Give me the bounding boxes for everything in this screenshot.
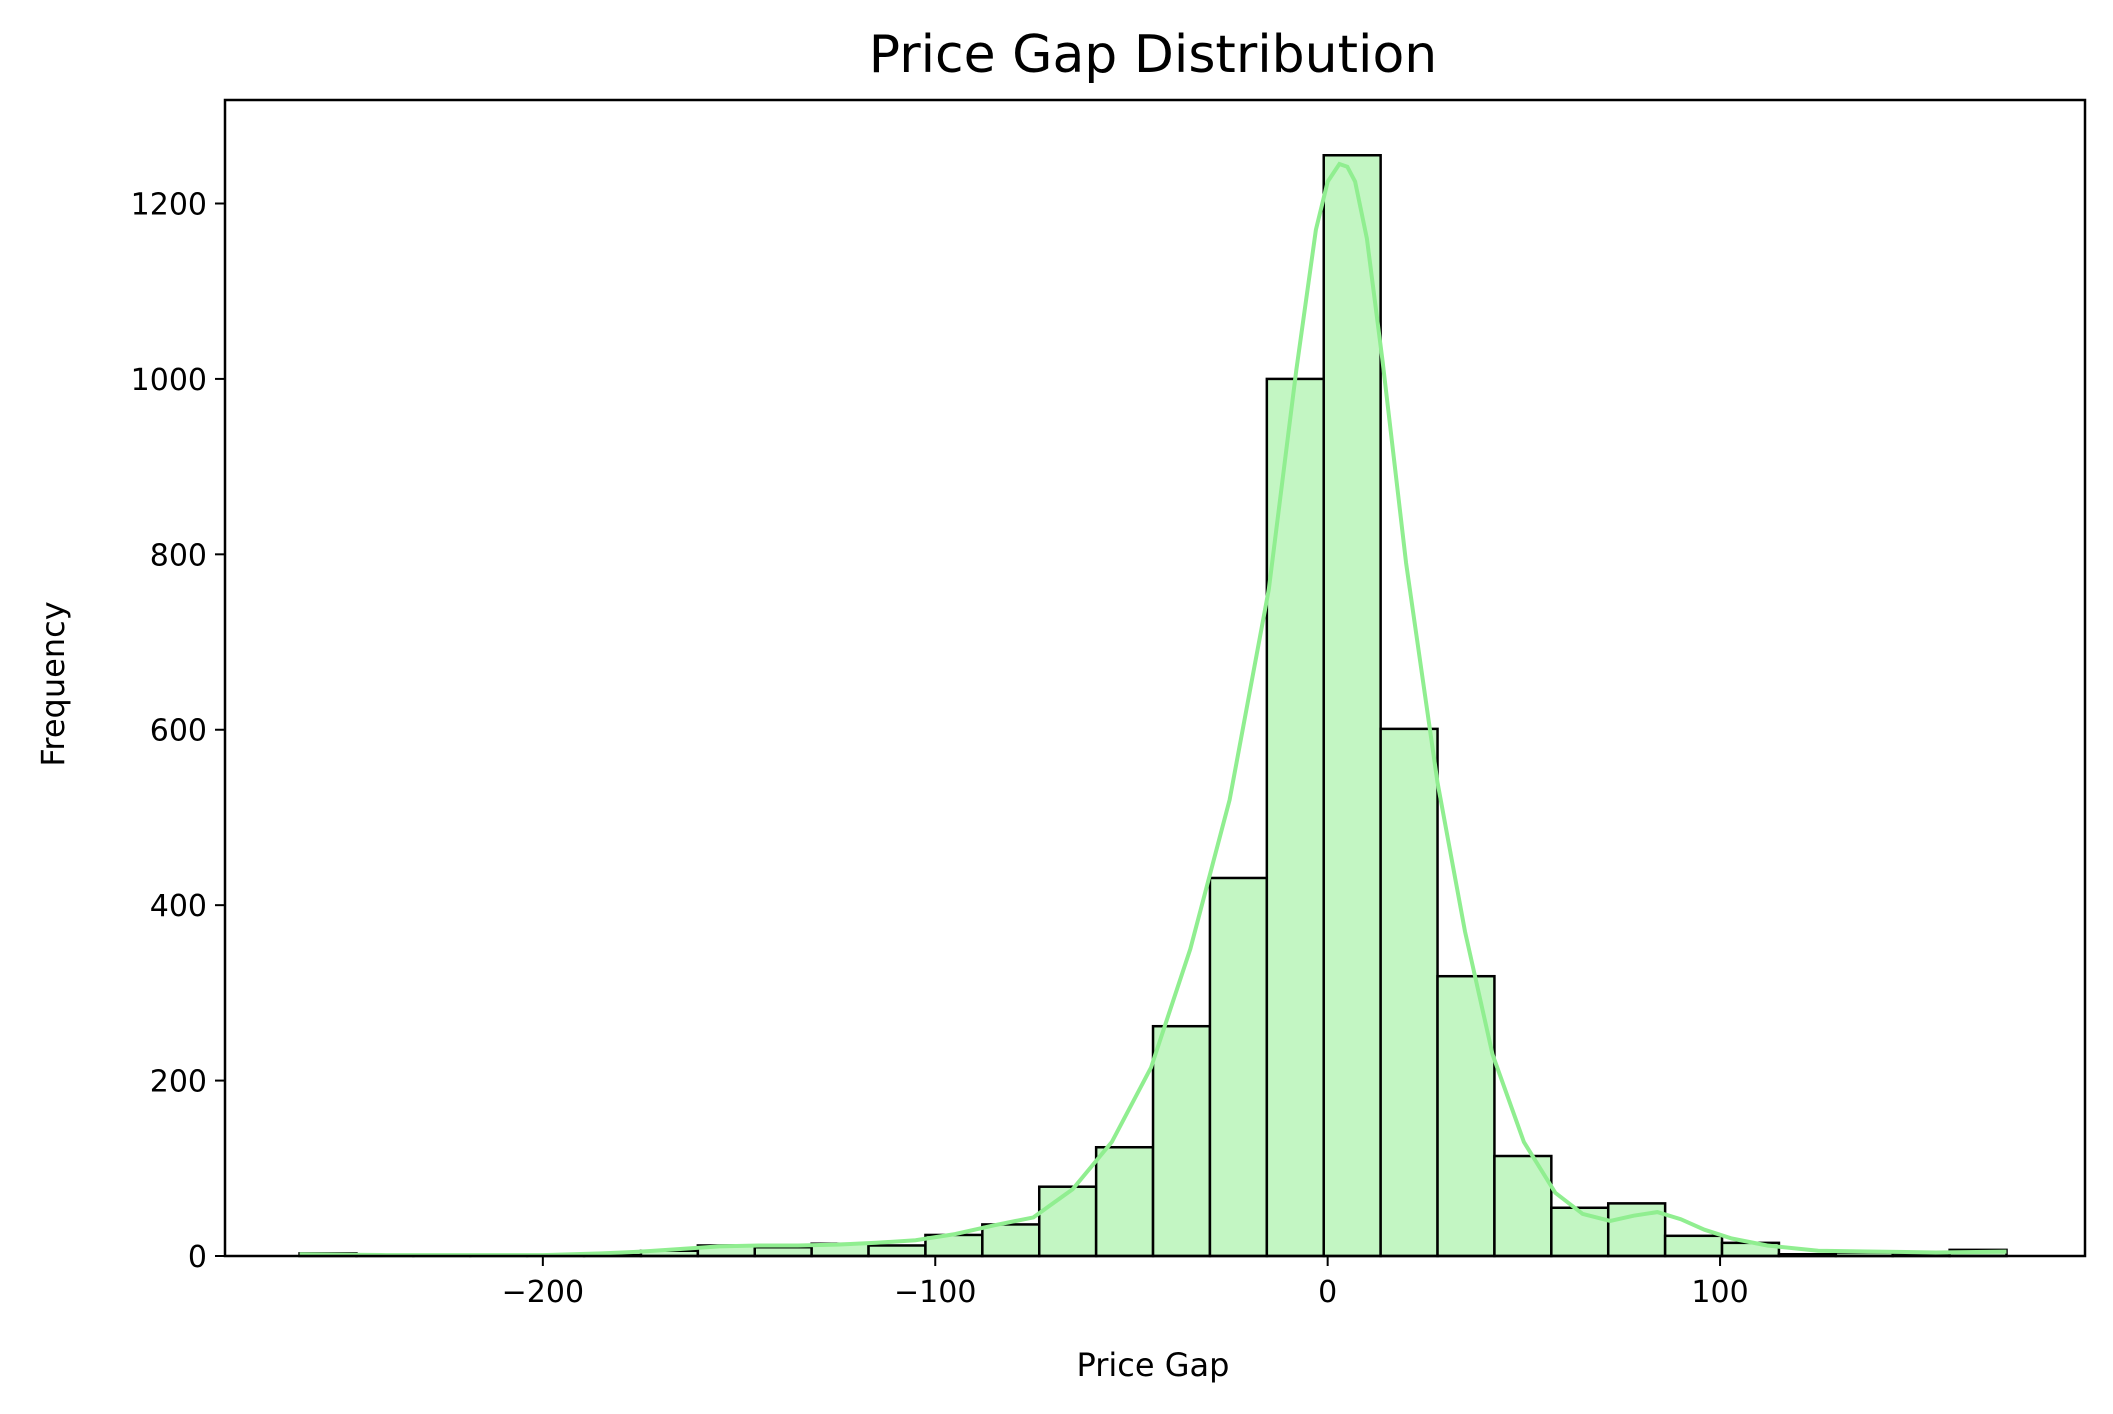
y-tick-label: 400: [150, 889, 207, 924]
kde-curve: [299, 161, 2007, 1258]
histogram-bar: [1379, 727, 1439, 1258]
plot-area-frame: [223, 98, 2087, 1258]
histogram-bar: [1322, 154, 1382, 1258]
x-axis-ticks: −200 −100 0 100: [502, 1256, 1749, 1310]
x-axis-label: Price Gap: [1077, 1346, 1230, 1384]
y-tick-label: 0: [188, 1240, 207, 1275]
x-tick-label: −200: [502, 1275, 584, 1310]
y-tick-label: 600: [150, 714, 207, 749]
x-tick-label: −100: [894, 1275, 976, 1310]
chart-title: Price Gap Distribution: [869, 25, 1437, 85]
histogram-bars: [298, 154, 2008, 1258]
histogram-bar: [1208, 876, 1269, 1258]
histogram-bar: [1037, 1185, 1098, 1258]
x-tick-label: 0: [1318, 1275, 1337, 1310]
histogram-bar: [1151, 1024, 1212, 1258]
y-tick-label: 800: [150, 538, 207, 573]
histogram-bar: [1094, 1145, 1155, 1258]
y-tick-label: 1000: [131, 363, 207, 398]
histogram-bar: [1550, 1206, 1610, 1258]
histogram-bar: [753, 1245, 813, 1258]
x-tick-label: 100: [1691, 1275, 1748, 1310]
y-axis-ticks: 0 200 400 600 800 1000 1200: [131, 187, 225, 1275]
y-axis-label: Frequency: [34, 601, 72, 766]
histogram-bar: [1663, 1234, 1724, 1258]
y-tick-label: 1200: [131, 187, 207, 222]
histogram-bar: [1265, 377, 1325, 1258]
histogram-bar: [981, 1223, 1041, 1258]
y-tick-label: 200: [150, 1065, 207, 1100]
histogram-bar: [867, 1244, 927, 1258]
